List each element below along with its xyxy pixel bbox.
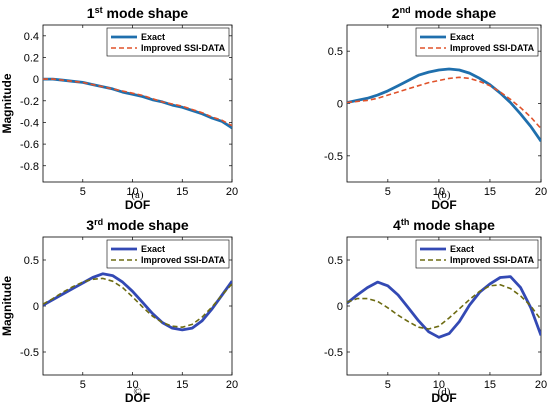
title-number: 4 [393, 217, 401, 233]
y-tick-label: 0.2 [24, 52, 39, 64]
legend-box [106, 239, 230, 269]
chart-title: 2nd mode shape [392, 5, 497, 21]
panel-caption: (b) [438, 189, 451, 201]
panel-1: 1st mode shape 5 10 15 20 0.4 0.2 0 -0.2 -0.4 -0.6… [0, 5, 238, 212]
panel-2: 2nd mode shape 5 10 15 20 0.5 0 -0.5 DOF ExactImp… [324, 5, 547, 212]
y-tick-label: 0 [337, 99, 343, 111]
title-number: 2 [392, 5, 400, 21]
x-tick-label: 15 [484, 379, 496, 391]
title-superscript: st [95, 5, 103, 15]
panel-caption: © [133, 386, 141, 398]
title-superscript: nd [400, 5, 411, 15]
x-tick-label: 10 [433, 186, 445, 198]
x-tick-label: 15 [484, 186, 496, 198]
x-tick-label: 20 [535, 186, 547, 198]
x-tick-label: 15 [176, 186, 188, 198]
title-text: mode shape [411, 5, 497, 21]
legend-box [415, 239, 539, 269]
y-tick-label: 0.5 [328, 46, 343, 58]
panel-caption: (a) [131, 189, 144, 201]
x-axis-label: DOF [125, 198, 150, 212]
legend-box [415, 27, 539, 57]
series-line-exact [43, 272, 232, 332]
legend-label: Improved SSI-DATA [141, 43, 226, 53]
series-line-improved-ssi-data [43, 277, 232, 329]
series-line-exact [347, 67, 541, 142]
legend-label: Exact [450, 32, 474, 42]
y-tick-label: 0 [337, 301, 343, 313]
x-tick-label: 10 [433, 379, 445, 391]
legend-box [106, 27, 230, 57]
title-text: mode shape [103, 217, 189, 233]
panel-3: 3rd mode shape 5 10 15 20 0.5 0 -0.5 DOF Magnitud… [0, 217, 238, 405]
x-tick-label: 10 [126, 379, 138, 391]
chart-title: 3rd mode shape [86, 217, 189, 233]
x-axis-label: DOF [431, 198, 456, 212]
x-tick-label: 10 [126, 186, 138, 198]
y-tick-label: 0.5 [328, 255, 343, 267]
y-tick-label: 0 [33, 301, 39, 313]
title-number: 1 [87, 5, 95, 21]
legend-label: Improved SSI-DATA [450, 43, 535, 53]
title-text: mode shape [409, 217, 495, 233]
x-tick-label: 15 [176, 379, 188, 391]
panel-caption: (d) [438, 386, 451, 398]
series-line-exact [347, 275, 541, 339]
series-line-exact [43, 77, 232, 130]
x-axis-label: DOF [431, 391, 456, 405]
y-tick-label: 0.5 [24, 255, 39, 267]
title-superscript: th [401, 217, 410, 227]
title-number: 3 [86, 217, 94, 233]
y-tick-label: 0.4 [24, 31, 39, 43]
series-line-improved-ssi-data [347, 283, 541, 330]
chart-title: 4th mode shape [393, 217, 495, 233]
legend-label: Exact [141, 244, 165, 254]
panel-4: 4th mode shape 5 10 15 20 0.5 0 -0.5 DOF ExactImp… [324, 217, 547, 405]
y-tick-label: -0.5 [324, 347, 343, 359]
y-tick-label: -0.2 [20, 96, 39, 108]
y-tick-label: -0.5 [20, 347, 39, 359]
y-tick-label: -0.4 [20, 117, 39, 129]
x-tick-label: 5 [385, 379, 391, 391]
x-tick-label: 20 [226, 186, 238, 198]
x-tick-label: 20 [535, 379, 547, 391]
x-tick-label: 5 [80, 186, 86, 198]
x-tick-label: 5 [80, 379, 86, 391]
y-tick-label: 0 [33, 74, 39, 86]
x-tick-label: 20 [226, 379, 238, 391]
y-tick-label: -0.8 [20, 161, 39, 173]
chart-title: 1st mode shape [87, 5, 189, 21]
y-tick-label: -0.5 [324, 151, 343, 163]
x-axis-label: DOF [125, 391, 150, 405]
legend-label: Exact [141, 32, 165, 42]
title-superscript: rd [94, 217, 103, 227]
x-tick-label: 5 [385, 186, 391, 198]
y-axis-label: Magnitude [0, 276, 14, 336]
legend-label: Improved SSI-DATA [450, 255, 535, 265]
legend-label: Improved SSI-DATA [141, 255, 226, 265]
series-line-improved-ssi-data [43, 78, 232, 127]
y-tick-label: -0.6 [20, 139, 39, 151]
legend-label: Exact [450, 244, 474, 254]
series-line-improved-ssi-data [347, 76, 541, 130]
title-text: mode shape [103, 5, 189, 21]
y-axis-label: Magnitude [0, 73, 14, 133]
